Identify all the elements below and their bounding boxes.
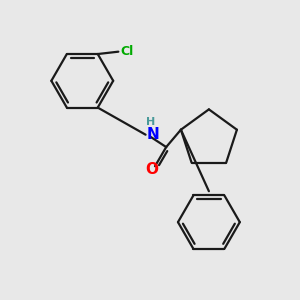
Text: O: O	[145, 162, 158, 177]
Text: Cl: Cl	[120, 45, 134, 58]
Text: H: H	[146, 117, 155, 127]
Text: N: N	[147, 127, 160, 142]
